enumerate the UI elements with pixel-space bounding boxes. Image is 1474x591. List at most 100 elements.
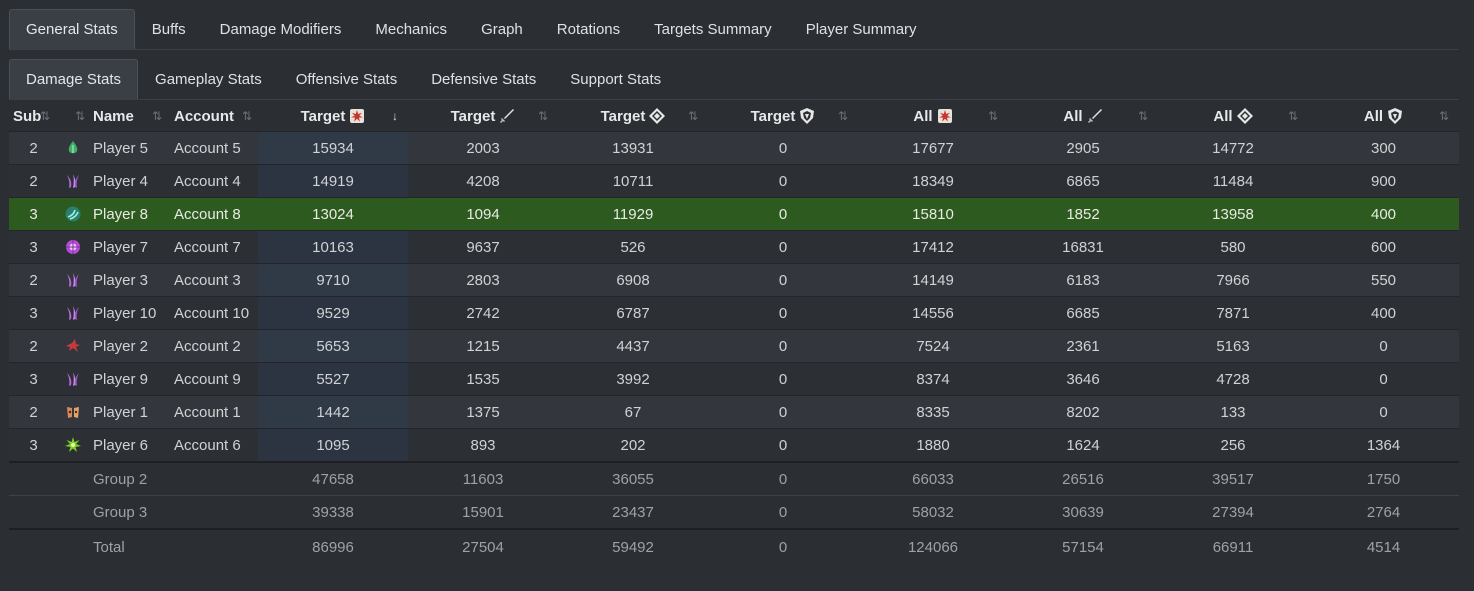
table-row[interactable]: 2 Player 4 Account 4 14919 4208 10711 0 18349 68… [9, 164, 1459, 198]
bird-red-icon [64, 337, 82, 355]
footer-cell-a3: 66911 [1158, 528, 1308, 564]
stat-cell-a2: 6685 [1008, 296, 1158, 330]
tab-mechanics[interactable]: Mechanics [375, 20, 448, 38]
stat-cell-a2: 2905 [1008, 131, 1158, 165]
burst-green-icon [64, 436, 82, 454]
stat-cell-t1: 13024 [258, 197, 408, 231]
table-row[interactable]: 2 Player 2 Account 2 5653 1215 4437 0 7524 2361 5… [9, 329, 1459, 363]
table-row[interactable]: 2 Player 1 Account 1 1442 1375 67 0 8335 8202 133… [9, 395, 1459, 429]
stat-cell-t4: 0 [708, 428, 858, 462]
main-tab-bar: General Stats Buffs Damage Modifiers Mec… [9, 9, 1459, 50]
stat-cell-t1: 14919 [258, 164, 408, 198]
sort-icon[interactable]: ⇅ [987, 109, 998, 123]
footer-cell-t3: 36055 [558, 461, 708, 496]
col-account[interactable]: Account ⇅ [174, 101, 258, 132]
tab-gameplay-stats[interactable]: Gameplay Stats [155, 70, 262, 88]
orb-magenta-icon [64, 238, 82, 256]
col-name[interactable]: Name ⇅ [87, 101, 174, 132]
stat-cell-t3: 6787 [558, 296, 708, 330]
tab-graph[interactable]: Graph [481, 20, 523, 38]
profession-cell [58, 131, 87, 165]
stat-cell-t2: 1375 [408, 395, 558, 429]
footer-cell-a2: 26516 [1008, 461, 1158, 496]
stat-cell-a1: 18349 [858, 164, 1008, 198]
col-target-breakbar[interactable]: Target ⇅ [708, 101, 858, 132]
footer-cell-t1: 86996 [258, 528, 408, 564]
stat-cell-t3: 10711 [558, 164, 708, 198]
table-row[interactable]: 3 Player 6 Account 6 1095 893 202 0 1880 1624 256… [9, 428, 1459, 462]
table-row[interactable]: 3 Player 9 Account 9 5527 1535 3992 0 8374 3646 4… [9, 362, 1459, 396]
mask-orange-icon [64, 403, 82, 421]
stat-cell-t2: 893 [408, 428, 558, 462]
col-target-power[interactable]: Target ↓ [258, 101, 408, 132]
table-row[interactable]: 2 Player 5 Account 5 15934 2003 13931 0 17677 29… [9, 131, 1459, 165]
sort-icon[interactable]: ⇅ [1287, 109, 1298, 123]
col-profession[interactable]: ⇅ [58, 101, 87, 132]
tab-general-stats[interactable]: General Stats [9, 9, 135, 49]
col-target-condition-label: Target [600, 107, 646, 125]
sort-icon[interactable]: ⇅ [1438, 109, 1449, 123]
stat-cell-t3: 13931 [558, 131, 708, 165]
sort-icon[interactable]: ⇅ [39, 109, 50, 123]
col-target-power-label: Target [300, 107, 346, 125]
tab-damage-modifiers[interactable]: Damage Modifiers [219, 20, 342, 38]
footer-cell-a1: 66033 [858, 461, 1008, 496]
col-sub[interactable]: Sub ⇅ [9, 101, 58, 132]
tab-support-stats[interactable]: Support Stats [570, 70, 662, 88]
sort-icon[interactable]: ⇅ [1137, 109, 1148, 123]
col-all-strike-label: All [1063, 107, 1083, 125]
tab-damage-stats[interactable]: Damage Stats [9, 59, 139, 99]
stat-cell-t2: 1535 [408, 362, 558, 396]
sort-icon[interactable]: ⇅ [687, 109, 698, 123]
account-name: Account 4 [174, 164, 258, 198]
sub-cell: 3 [9, 362, 58, 396]
col-target-strike[interactable]: Target ⇅ [408, 101, 558, 132]
tab-offensive-stats[interactable]: Offensive Stats [295, 70, 398, 88]
footer-spacer [9, 461, 87, 496]
tab-rotations[interactable]: Rotations [556, 20, 621, 38]
sub-cell: 2 [9, 395, 58, 429]
table-row[interactable]: 3 Player 10 Account 10 9529 2742 6787 0 14556 66… [9, 296, 1459, 330]
stat-cell-a3: 133 [1158, 395, 1308, 429]
tab-targets-summary[interactable]: Targets Summary [654, 20, 772, 38]
account-name: Account 5 [174, 131, 258, 165]
col-target-condition[interactable]: Target ⇅ [558, 101, 708, 132]
sort-icon[interactable]: ⇅ [537, 109, 548, 123]
footer-label: Total [87, 528, 258, 564]
stat-cell-t2: 1215 [408, 329, 558, 363]
sub-tab-bar: Damage Stats Gameplay Stats Offensive St… [9, 59, 1459, 100]
tab-player-summary[interactable]: Player Summary [805, 20, 917, 38]
footer-label: Group 3 [87, 495, 258, 529]
col-name-label: Name [93, 107, 134, 125]
sort-active-icon[interactable]: ↓ [392, 109, 398, 123]
sub-cell: 3 [9, 428, 58, 462]
player-name: Player 5 [87, 131, 174, 165]
col-all-condition[interactable]: All ⇅ [1158, 101, 1308, 132]
stat-cell-t1: 9710 [258, 263, 408, 297]
stat-cell-a1: 8374 [858, 362, 1008, 396]
sort-icon[interactable]: ⇅ [837, 109, 848, 123]
sort-icon[interactable]: ⇅ [241, 109, 252, 123]
stat-cell-a1: 14556 [858, 296, 1008, 330]
sort-icon[interactable]: ⇅ [151, 109, 162, 123]
table-row[interactable]: 3 Player 8 Account 8 13024 1094 11929 0 15810 18… [9, 197, 1459, 231]
stat-cell-a1: 8335 [858, 395, 1008, 429]
stat-cell-t3: 6908 [558, 263, 708, 297]
stat-cell-t4: 0 [708, 362, 858, 396]
sub-cell: 2 [9, 329, 58, 363]
player-name: Player 7 [87, 230, 174, 264]
col-all-power[interactable]: All ⇅ [858, 101, 1008, 132]
footer-cell-t1: 39338 [258, 495, 408, 529]
col-all-strike[interactable]: All ⇅ [1008, 101, 1158, 132]
tab-defensive-stats[interactable]: Defensive Stats [431, 70, 537, 88]
table-row[interactable]: 3 Player 7 Account 7 10163 9637 526 0 17412 1683… [9, 230, 1459, 264]
sort-icon[interactable]: ⇅ [74, 109, 85, 123]
stat-cell-t1: 10163 [258, 230, 408, 264]
col-all-breakbar[interactable]: All ⇅ [1308, 101, 1459, 132]
stat-cell-a1: 17412 [858, 230, 1008, 264]
profession-cell [58, 197, 87, 231]
table-row[interactable]: 2 Player 3 Account 3 9710 2803 6908 0 14149 6183… [9, 263, 1459, 297]
breakbar-shield-icon [799, 108, 815, 124]
tab-buffs[interactable]: Buffs [151, 20, 186, 38]
damage-stats-table: Sub ⇅ ⇅ Name ⇅ Account ⇅ Target ↓ Target… [9, 101, 1459, 564]
